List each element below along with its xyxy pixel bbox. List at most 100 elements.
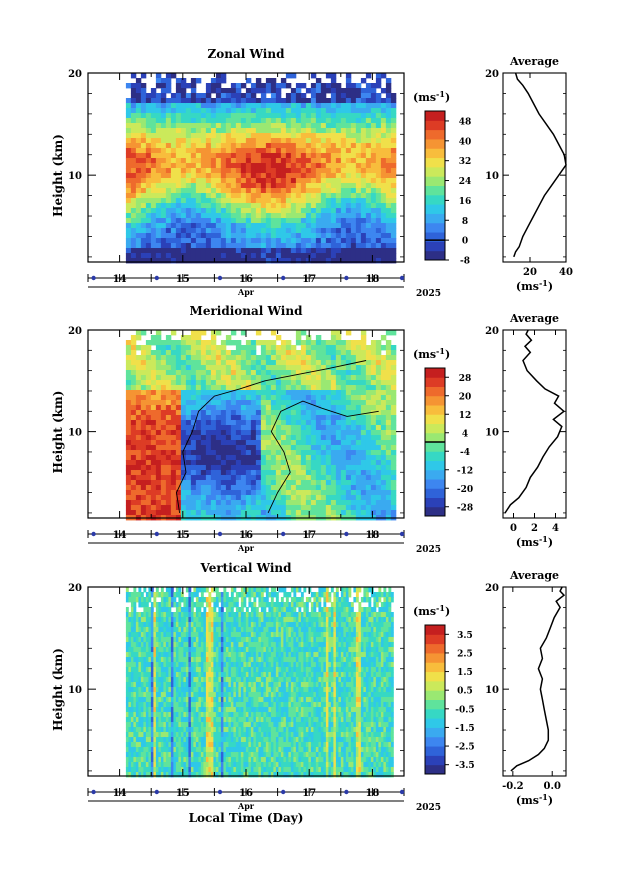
heatmap-cell [376,233,381,238]
heatmap-cell [356,173,361,178]
heatmap-cell [261,148,266,153]
heatmap-cell [153,657,156,662]
heatmap-cell [366,385,371,390]
heatmap-cell [168,587,171,592]
heatmap-cell [336,248,341,253]
heatmap-cell [376,238,381,243]
heatmap-cell [246,103,251,108]
heatmap-cell [158,732,161,737]
heatmap-cell [173,717,176,722]
heatmap-cell [191,400,196,405]
heatmap-cell [186,183,191,188]
heatmap-cell [291,350,296,355]
heatmap-cell [381,510,386,515]
heatmap-cell [133,622,136,627]
heatmap-cell [158,707,161,712]
heatmap-cell [231,405,236,410]
heatmap-cell [346,223,351,228]
heatmap-cell [336,178,341,183]
heatmap-cell [156,592,159,597]
heatmap-cell [181,93,186,98]
heatmap-cell [256,83,261,88]
heatmap-cell [246,173,251,178]
heatmap-cell [321,173,326,178]
heatmap-cell [136,672,139,677]
heatmap-cell [191,173,196,178]
heatmap-cell [281,400,286,405]
heatmap-cell [133,597,136,602]
heatmap-cell [133,712,136,717]
heatmap-cell [141,148,146,153]
heatmap-cell [271,410,276,415]
heatmap-cell [141,360,146,365]
heatmap-cell [241,248,246,253]
heatmap-cell [133,727,136,732]
heatmap-cell [206,420,211,425]
heatmap-cell [266,475,271,480]
heatmap-cell [156,642,159,647]
heatmap-cell [136,138,141,143]
heatmap-cell [178,622,181,627]
heatmap-cell [351,485,356,490]
heatmap-cell [341,430,346,435]
heatmap-cell [276,495,281,500]
heatmap-cell [133,662,136,667]
heatmap-cell [236,365,241,370]
heatmap-cell [306,103,311,108]
heatmap-cell [381,425,386,430]
heatmap-cell [371,128,376,133]
heatmap-cell [301,410,306,415]
heatmap-cell [186,113,191,118]
heatmap-cell [186,223,191,228]
heatmap-cell [168,667,171,672]
heatmap-cell [181,158,186,163]
heatmap-cell [241,495,246,500]
heatmap-cell [356,455,361,460]
heatmap-cell [261,400,266,405]
heatmap-cell [146,622,149,627]
heatmap-cell [181,118,186,123]
heatmap-cell [206,400,211,405]
heatmap-cell [141,445,146,450]
heatmap-cell [161,133,166,138]
heatmap-cell [346,233,351,238]
heatmap-cell [331,158,336,163]
heatmap-cell [221,355,226,360]
heatmap-cell [196,98,201,103]
heatmap-cell [306,178,311,183]
heatmap-cell [351,490,356,495]
heatmap-cell [356,83,361,88]
heatmap-cell [381,238,386,243]
heatmap-cell [281,143,286,148]
heatmap-cell [143,662,146,667]
colorbar-tick-label: 0 [462,237,468,247]
heatmap-cell [266,83,271,88]
heatmap-cell [311,93,316,98]
heatmap-cell [311,355,316,360]
heatmap-cell [251,228,256,233]
heatmap-cell [246,133,251,138]
heatmap-cell [131,380,136,385]
heatmap-cell [271,233,276,238]
heatmap-cell [311,148,316,153]
heatmap-cell [181,380,186,385]
heatmap-cell [241,238,246,243]
heatmap-cell [151,128,156,133]
heatmap-cell [266,153,271,158]
heatmap-cell [251,203,256,208]
heatmap-cell [168,677,171,682]
heatmap-cell [146,410,151,415]
heatmap-cell [148,632,151,637]
heatmap-cell [311,500,316,505]
heatmap-cell [381,233,386,238]
heatmap-cell [251,390,256,395]
heatmap-cell [341,375,346,380]
profile-x-tick-label: 0 [510,523,517,534]
heatmap-cell [306,340,311,345]
heatmap-cell [351,465,356,470]
heatmap-cell [146,143,151,148]
heatmap-cell [151,365,156,370]
heatmap-cell [136,697,139,702]
heatmap-cell [346,208,351,213]
heatmap-cell [361,375,366,380]
